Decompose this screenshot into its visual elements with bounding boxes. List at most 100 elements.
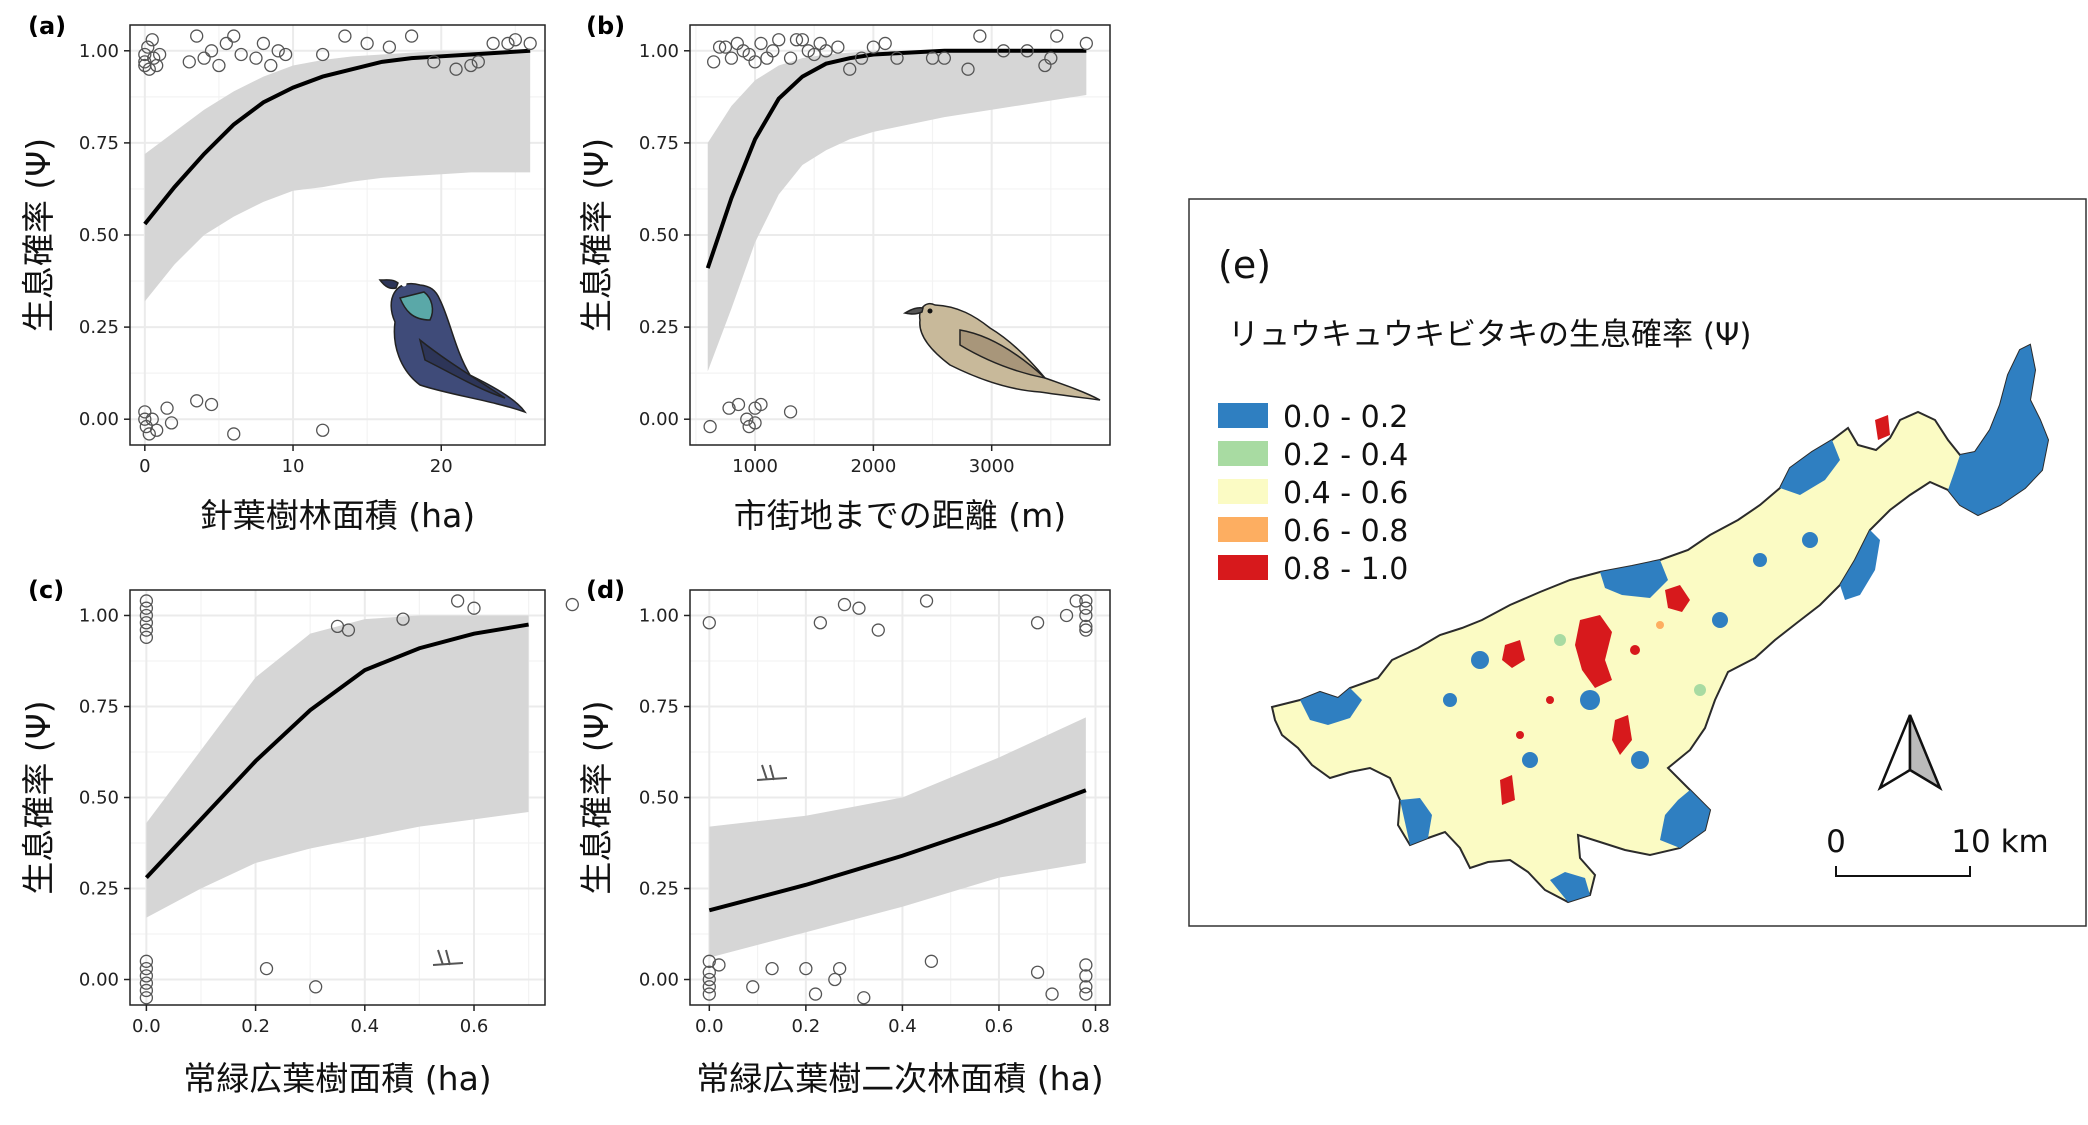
- y-tick-label: 0.75: [639, 133, 679, 154]
- data-point: [1079, 987, 1093, 1001]
- confidence-band: [146, 615, 529, 918]
- x-axis-label: 針葉樹林面積 (ha): [200, 496, 475, 535]
- data-point: [227, 427, 241, 441]
- data-point: [807, 47, 821, 62]
- data-point: [833, 961, 847, 976]
- y-tick-label: 1.00: [639, 41, 679, 62]
- map-high-zone: [1875, 415, 1890, 440]
- data-point: [565, 597, 579, 612]
- pigeon-wing: [418, 338, 506, 399]
- data-point: [813, 616, 827, 630]
- data-point: [139, 601, 154, 615]
- data-point: [138, 405, 152, 419]
- data-point: [249, 51, 263, 65]
- data-point: [316, 423, 330, 437]
- data-point: [190, 29, 204, 43]
- habitat-map: [1270, 343, 2050, 904]
- data-point: [1079, 36, 1093, 51]
- data-point: [508, 33, 523, 47]
- thrush-wing: [959, 329, 1048, 380]
- data-point: [731, 397, 746, 412]
- legend-swatch: [1218, 441, 1268, 466]
- data-point: [139, 616, 154, 630]
- data-point: [523, 36, 537, 51]
- y-axis-label: 生息確率 (Ψ): [19, 700, 58, 894]
- chart-panel-3: 0.0 0.2 0.4 0.6 0.00 0.25 0.50 0.75 1.00 (c) 常緑広葉樹…: [19, 576, 579, 1098]
- pigeon-icon: [378, 279, 527, 414]
- map-low-zone: [1753, 553, 1767, 567]
- chart-panel-2: 1000 2000 3000 0.00 0.25 0.50 0.75 1.00 (b) 市街地まで…: [577, 12, 1111, 535]
- legend-label: 0.4 - 0.6: [1283, 476, 1408, 511]
- flycatcher-icon-c-eye: [419, 878, 425, 884]
- fitted-line: [143, 48, 531, 226]
- thrush-icon: [902, 303, 1101, 401]
- data-point: [857, 991, 871, 1005]
- y-tick-label: 0.00: [79, 409, 119, 430]
- map-high-zone: [1665, 585, 1690, 612]
- data-point: [1079, 969, 1093, 983]
- y-tick-label: 0.75: [639, 696, 679, 717]
- data-point: [338, 29, 352, 43]
- data-point: [724, 51, 739, 65]
- legend-swatch: [1218, 403, 1268, 428]
- data-point: [204, 397, 219, 412]
- data-point: [141, 40, 155, 54]
- data-point: [748, 416, 762, 430]
- data-point: [138, 55, 152, 69]
- data-point: [702, 980, 716, 994]
- data-point: [746, 980, 760, 994]
- map-high-zone: [1612, 715, 1632, 755]
- data-point: [766, 44, 780, 58]
- data-point: [404, 29, 419, 43]
- data-point: [866, 40, 881, 54]
- legend-swatch: [1218, 517, 1268, 542]
- data-point: [924, 954, 939, 968]
- data-point: [795, 33, 810, 47]
- y-axis-label: 生息確率 (Ψ): [19, 138, 58, 332]
- y-tick-label: 1.00: [79, 41, 119, 62]
- data-point: [871, 623, 885, 637]
- data-point: [139, 983, 154, 998]
- data-point: [501, 36, 515, 51]
- map-panel-label: (e): [1218, 243, 1271, 287]
- data-point: [718, 40, 733, 54]
- y-tick-label: 0.00: [639, 409, 679, 430]
- data-point: [1069, 594, 1083, 608]
- map-low-zone: [1802, 532, 1818, 548]
- data-point: [449, 62, 463, 76]
- data-point: [139, 630, 154, 644]
- data-point: [1079, 980, 1093, 994]
- map-low-zone: [1780, 440, 1840, 495]
- data-point: [1045, 987, 1059, 1001]
- data-point: [819, 44, 833, 58]
- map-low-zone: [1471, 651, 1489, 669]
- data-point: [961, 62, 975, 76]
- x-tick-label: 20: [430, 456, 453, 477]
- data-point: [852, 601, 866, 615]
- confidence-band: [709, 717, 1086, 958]
- map-low-zone: [1712, 612, 1728, 628]
- data-point: [1079, 958, 1093, 972]
- map-high-zone: [1575, 615, 1612, 688]
- map-high-zone: [1500, 775, 1515, 805]
- data-point: [703, 419, 717, 434]
- data-point: [783, 405, 798, 419]
- data-point: [227, 29, 241, 43]
- data-point: [197, 51, 211, 65]
- data-point: [799, 961, 813, 976]
- data-point: [142, 62, 156, 76]
- data-point: [702, 965, 716, 979]
- map-high-zone: [1516, 731, 1524, 739]
- scale-bar: 0 10 km: [1826, 824, 2049, 877]
- legend-swatch: [1218, 555, 1268, 580]
- flycatcher-icon-c-legs: [432, 949, 464, 966]
- y-tick-label: 0.50: [639, 788, 679, 809]
- data-point: [712, 958, 726, 972]
- data-point: [139, 969, 154, 983]
- map-low-zone: [1443, 693, 1457, 707]
- data-point: [160, 401, 174, 415]
- x-axis-label: 常緑広葉樹二次林面積 (ha): [696, 1059, 1103, 1098]
- x-tick-label: 0: [139, 456, 150, 477]
- data-point: [919, 594, 934, 608]
- data-point: [278, 47, 293, 62]
